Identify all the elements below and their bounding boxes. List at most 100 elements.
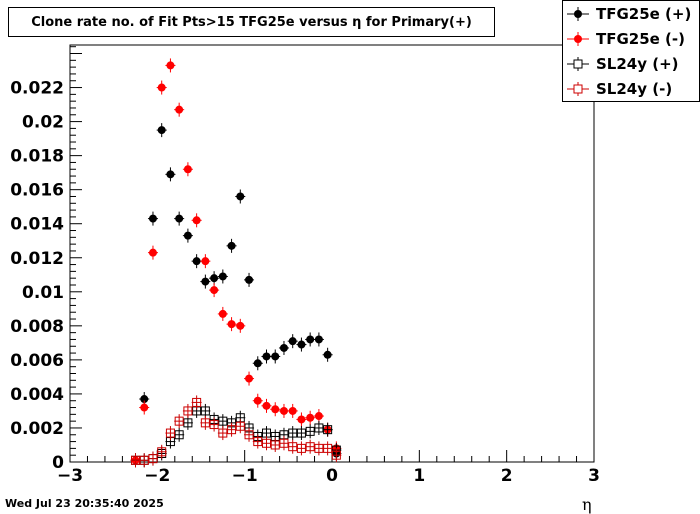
data-point-0	[182, 228, 193, 243]
point-marker	[175, 214, 184, 223]
point-marker	[245, 374, 254, 383]
point-marker	[183, 418, 193, 428]
data-point-0	[305, 332, 316, 347]
data-point-3	[296, 441, 307, 456]
data-point-0	[226, 238, 237, 253]
point-marker	[192, 257, 201, 266]
data-point-1	[200, 254, 211, 269]
data-point-3	[200, 415, 211, 430]
data-point-1	[156, 80, 167, 95]
data-point-3	[139, 453, 150, 468]
marks-layer	[130, 58, 342, 468]
point-marker	[157, 447, 167, 457]
point-marker	[314, 423, 324, 433]
data-point-3	[278, 436, 289, 451]
y-tick-label: 0.006	[10, 351, 64, 371]
point-marker	[192, 397, 202, 407]
data-point-3	[244, 427, 255, 442]
point-marker	[331, 450, 341, 460]
point-marker	[296, 428, 306, 438]
point-marker	[296, 443, 306, 453]
point-marker	[201, 257, 210, 266]
x-tick-label: −2	[144, 466, 170, 486]
point-marker	[245, 275, 254, 284]
legend-label: SL24y (+)	[596, 55, 679, 73]
data-point-2	[287, 426, 298, 441]
data-point-3	[313, 441, 324, 456]
data-point-3	[252, 434, 263, 449]
data-point-1	[252, 393, 263, 408]
point-marker	[192, 216, 201, 225]
data-point-2	[305, 424, 316, 439]
y-tick-label: 0.012	[10, 249, 64, 269]
data-point-0	[270, 349, 281, 364]
data-point-0	[287, 334, 298, 349]
point-marker	[209, 420, 219, 430]
data-point-0	[200, 274, 211, 289]
x-axis-label: η	[582, 495, 592, 514]
data-point-3	[235, 419, 246, 434]
legend: TFG25e (+) TFG25e (-) SL24y (+) SL24y (-…	[562, 0, 700, 102]
data-point-0	[322, 347, 333, 362]
point-marker	[166, 61, 175, 70]
data-point-1	[174, 102, 185, 117]
legend-marker-open-black	[567, 57, 589, 71]
point-marker	[148, 248, 157, 257]
data-point-3	[270, 437, 281, 452]
point-marker	[140, 395, 149, 404]
point-marker	[200, 406, 210, 416]
legend-marker-open-red	[567, 82, 589, 96]
x-tick-label: 3	[588, 466, 600, 486]
timestamp: Wed Jul 23 20:35:40 2025	[5, 497, 164, 510]
chart-title: Clone rate no. of Fit Pts>15 TFG25e vers…	[8, 7, 495, 37]
point-marker	[235, 421, 245, 431]
data-point-3	[305, 439, 316, 454]
point-marker	[297, 340, 306, 349]
data-point-0	[252, 356, 263, 371]
legend-item-1: TFG25e (-)	[563, 27, 699, 51]
point-marker	[139, 455, 149, 465]
y-tick-label: 0	[52, 453, 64, 473]
data-point-3	[217, 426, 228, 441]
point-marker	[227, 425, 237, 435]
point-marker	[210, 286, 219, 295]
point-marker	[140, 403, 149, 412]
data-point-0	[261, 349, 272, 364]
data-point-3	[322, 441, 333, 456]
point-marker	[148, 454, 158, 464]
x-tick-label: −1	[232, 466, 258, 486]
point-marker	[175, 105, 184, 114]
data-point-1	[217, 306, 228, 321]
point-marker	[201, 277, 210, 286]
point-marker	[183, 406, 193, 416]
point-marker	[174, 430, 184, 440]
x-tick-label: −3	[57, 466, 83, 486]
point-marker	[305, 426, 315, 436]
data-point-2	[182, 415, 193, 430]
y-tick-label: 0.022	[10, 79, 64, 99]
data-point-3	[182, 403, 193, 418]
y-tick-label: 0.02	[22, 113, 64, 133]
legend-marker-filled-red	[567, 32, 589, 46]
data-point-1	[313, 409, 324, 424]
point-marker	[262, 401, 271, 410]
data-point-2	[313, 420, 324, 435]
point-marker	[253, 396, 262, 405]
data-point-0	[278, 340, 289, 355]
data-point-1	[235, 318, 246, 333]
legend-label: TFG25e (+)	[596, 5, 692, 23]
data-point-0	[174, 211, 185, 226]
x-tick-label: 0	[326, 466, 338, 486]
point-marker	[279, 406, 288, 415]
data-point-3	[209, 417, 220, 432]
data-point-3	[165, 426, 176, 441]
point-marker	[218, 309, 227, 318]
data-point-3	[226, 422, 237, 437]
y-tick-label: 0.008	[10, 317, 64, 337]
y-tick-label: 0.01	[22, 283, 64, 303]
point-marker	[148, 214, 157, 223]
x-tick-label: 1	[413, 466, 425, 486]
point-marker	[210, 274, 219, 283]
x-tick-label: 2	[501, 466, 513, 486]
point-marker	[244, 430, 254, 440]
